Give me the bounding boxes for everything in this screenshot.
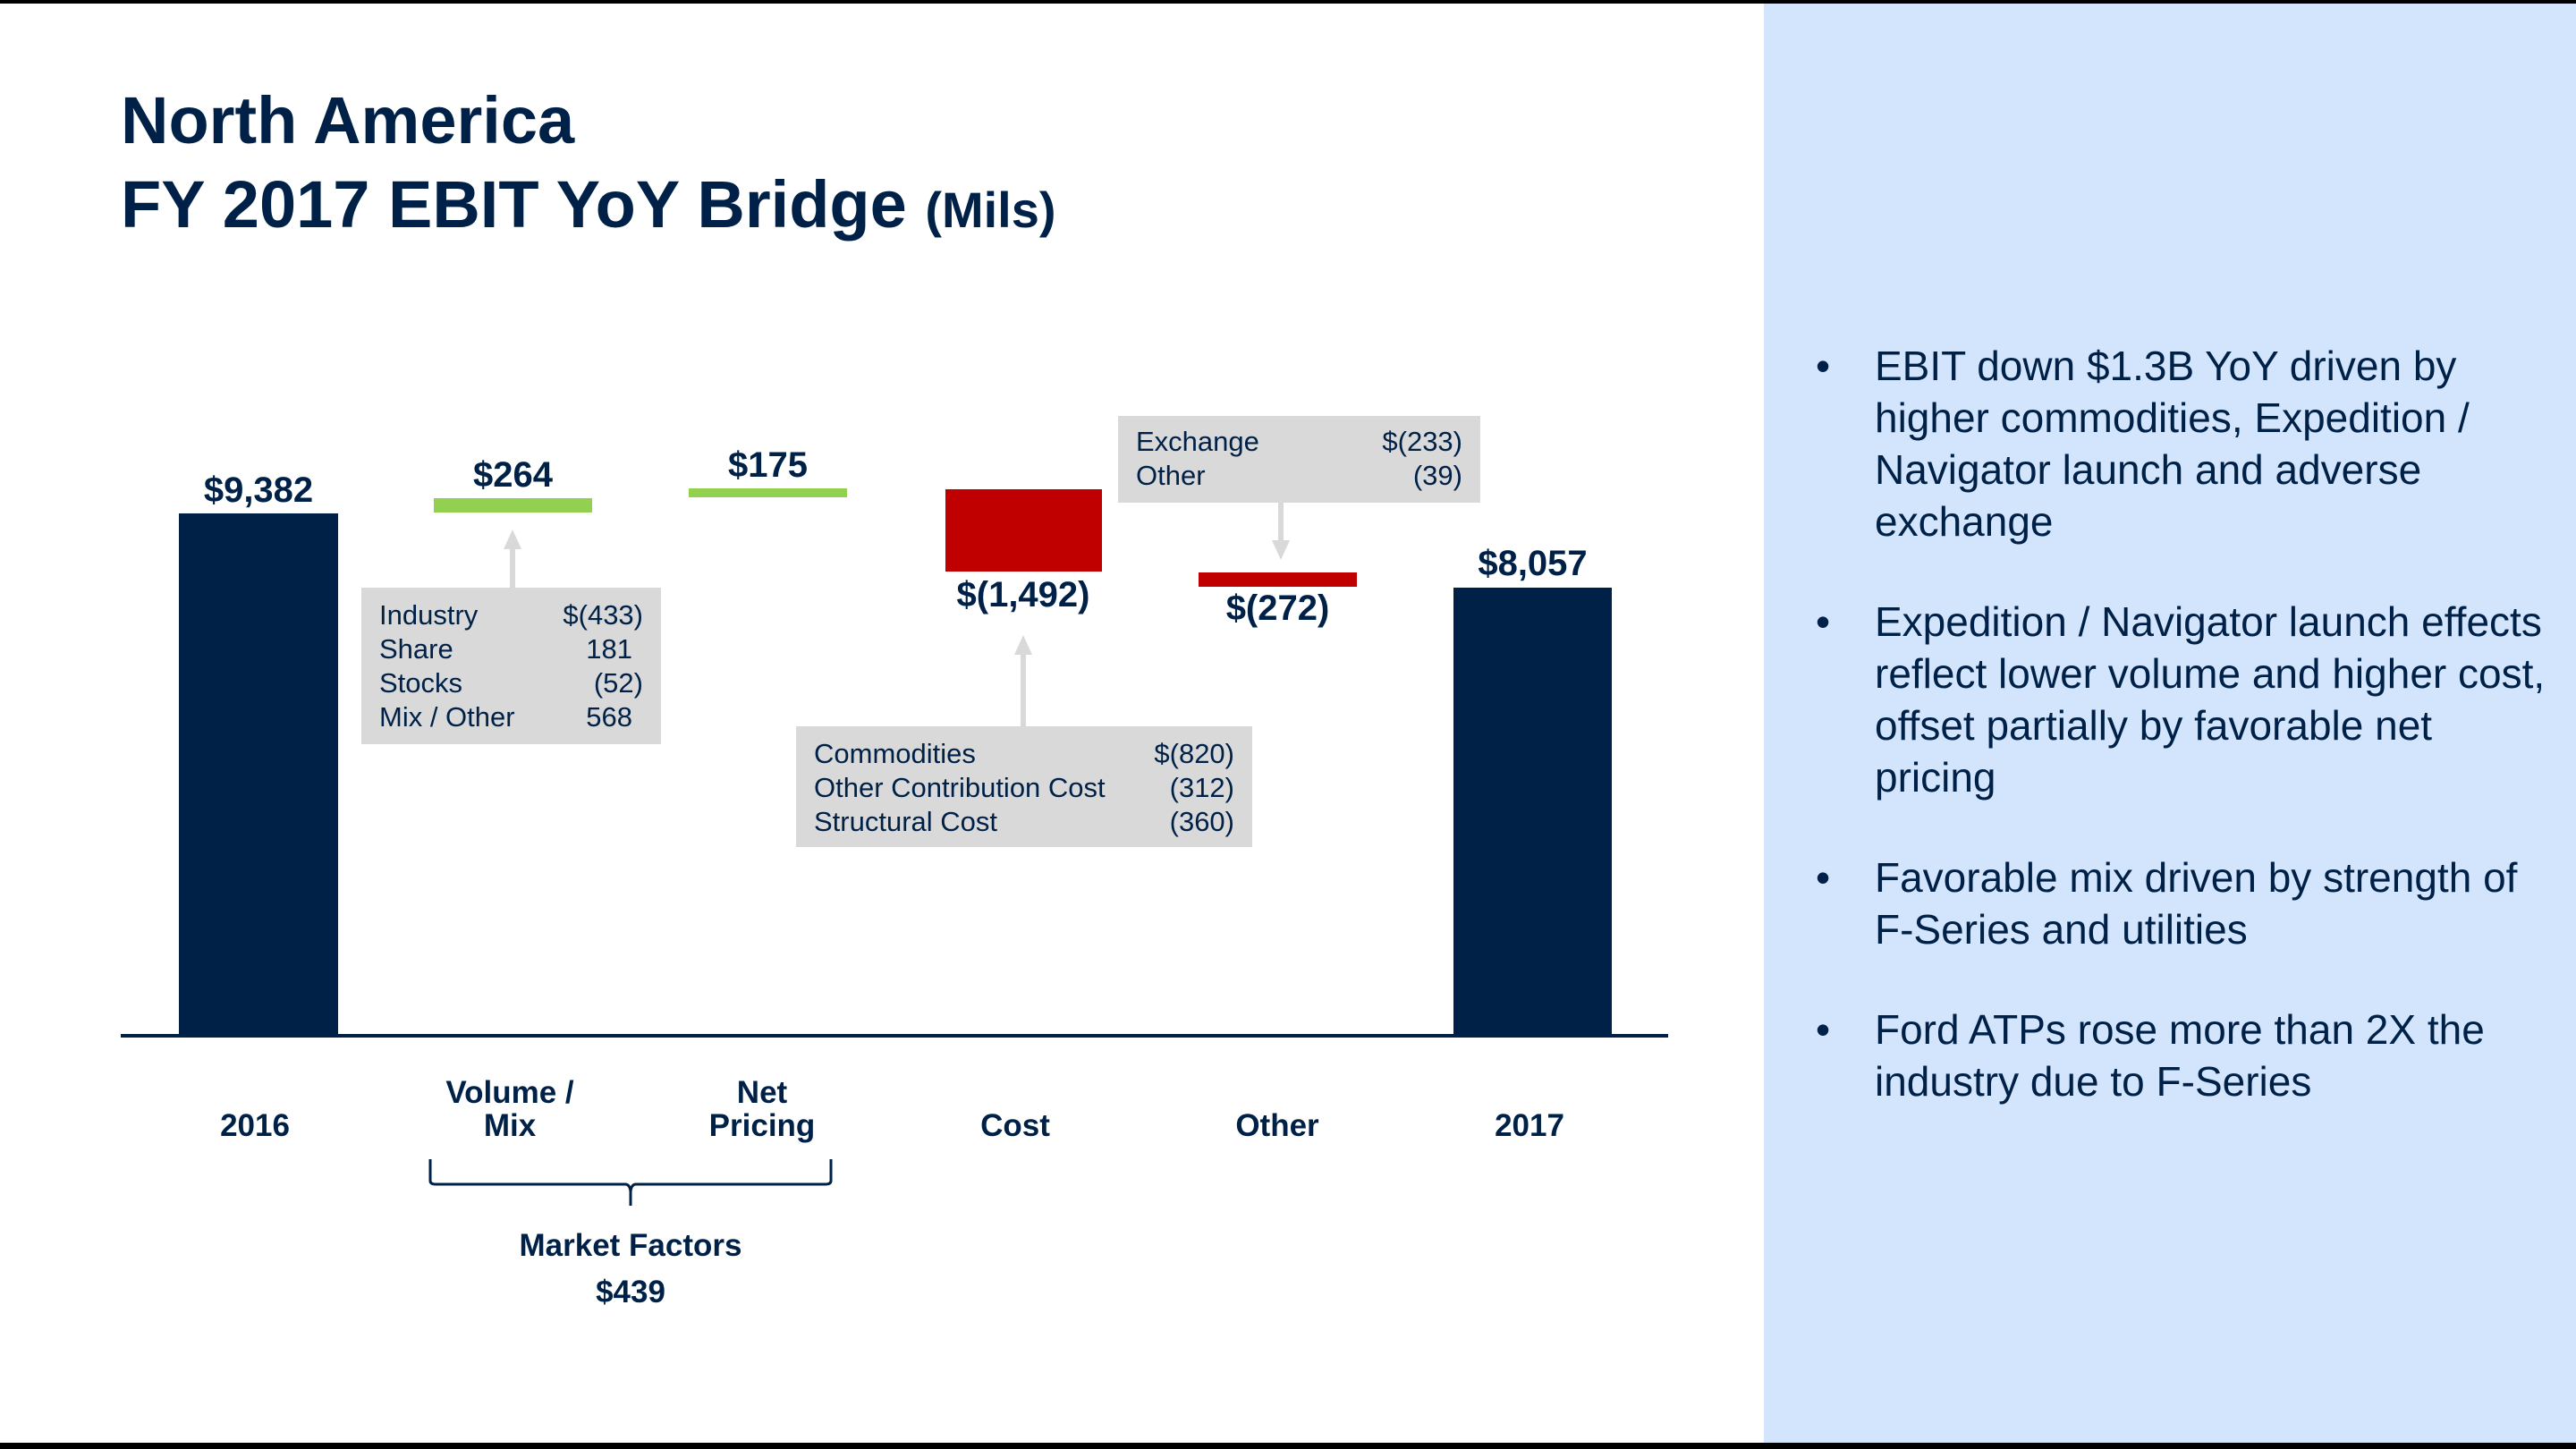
callout-row: Mix / Other 568 xyxy=(379,701,632,733)
other-arrow-down-icon xyxy=(1272,540,1290,560)
x-axis-line xyxy=(121,1034,1668,1038)
callout-row: Structural Cost (360) xyxy=(814,806,1234,837)
market-factors-brace-icon xyxy=(428,1159,833,1206)
bottom-border xyxy=(0,1443,2576,1449)
volmix-breakdown-callout: Industry $(433) Share 181 Stocks (52) Mix /… xyxy=(361,588,661,744)
cost-arrow-up-icon xyxy=(1014,635,1032,655)
category-other: Other xyxy=(1235,1108,1319,1143)
bar-2016 xyxy=(179,513,338,1036)
bar-other xyxy=(1199,572,1357,587)
value-label-net-pricing: $175 xyxy=(728,445,808,485)
value-label-volume-mix: $264 xyxy=(473,455,553,495)
bar-2017 xyxy=(1453,588,1612,1036)
cost-arrow-shaft xyxy=(1021,653,1026,727)
bullet-item: • Ford ATPs rose more than 2X the industr… xyxy=(1816,1004,2549,1107)
market-factors-value: $439 xyxy=(596,1275,665,1309)
chart-title-text: FY 2017 EBIT YoY Bridge xyxy=(121,167,907,242)
callout-row: Other Contribution Cost (312) xyxy=(814,772,1234,803)
chart-title: FY 2017 EBIT YoY Bridge (Mils) xyxy=(121,166,1056,242)
bar-cost xyxy=(945,489,1102,572)
callout-row: Commodities $(820) xyxy=(814,738,1234,769)
other-breakdown-callout: Exchange $(233) Other (39) xyxy=(1118,416,1480,503)
chart-title-unit: (Mils) xyxy=(925,182,1056,238)
cost-breakdown-callout: Commodities $(820) Other Contribution Cos… xyxy=(796,726,1252,847)
bar-volume-mix xyxy=(434,498,592,513)
bullet-icon: • xyxy=(1816,1006,1831,1053)
bullet-icon: • xyxy=(1816,343,1831,389)
callout-row: Other (39) xyxy=(1136,460,1462,491)
title-region: North America xyxy=(121,83,575,157)
category-2017: 2017 xyxy=(1495,1108,1564,1143)
category-net-pricing: Net Pricing xyxy=(708,1075,816,1143)
commentary-panel xyxy=(1764,4,2576,1443)
volmix-arrow-shaft xyxy=(510,547,515,589)
callout-row: Stocks (52) xyxy=(379,667,643,699)
category-2016: 2016 xyxy=(220,1108,290,1143)
bullet-item: • Expedition / Navigator launch effects r… xyxy=(1816,596,2549,803)
bullet-item: • Favorable mix driven by strength of F-S… xyxy=(1816,852,2549,955)
callout-row: Industry $(433) xyxy=(379,599,643,631)
other-arrow-shaft xyxy=(1278,503,1284,542)
bullet-item: • EBIT down $1.3B YoY driven by higher co… xyxy=(1816,340,2549,547)
callout-row: Exchange $(233) xyxy=(1136,426,1462,457)
callout-row: Share 181 xyxy=(379,633,632,665)
bar-net-pricing xyxy=(689,488,847,497)
top-border xyxy=(0,0,2576,4)
value-label-other: $(272) xyxy=(1225,589,1330,628)
category-volume-mix: Volume / Mix xyxy=(445,1075,574,1143)
commentary-bullets: • EBIT down $1.3B YoY driven by higher co… xyxy=(1816,340,2549,1156)
bullet-icon: • xyxy=(1816,854,1831,901)
value-label-2016: $9,382 xyxy=(203,470,314,510)
category-cost: Cost xyxy=(980,1108,1050,1143)
bullet-icon: • xyxy=(1816,598,1831,645)
value-label-2017: $8,057 xyxy=(1478,544,1588,583)
value-label-cost: $(1,492) xyxy=(956,575,1090,614)
volmix-arrow-up-icon xyxy=(504,530,521,549)
market-factors-label: Market Factors xyxy=(519,1228,742,1263)
